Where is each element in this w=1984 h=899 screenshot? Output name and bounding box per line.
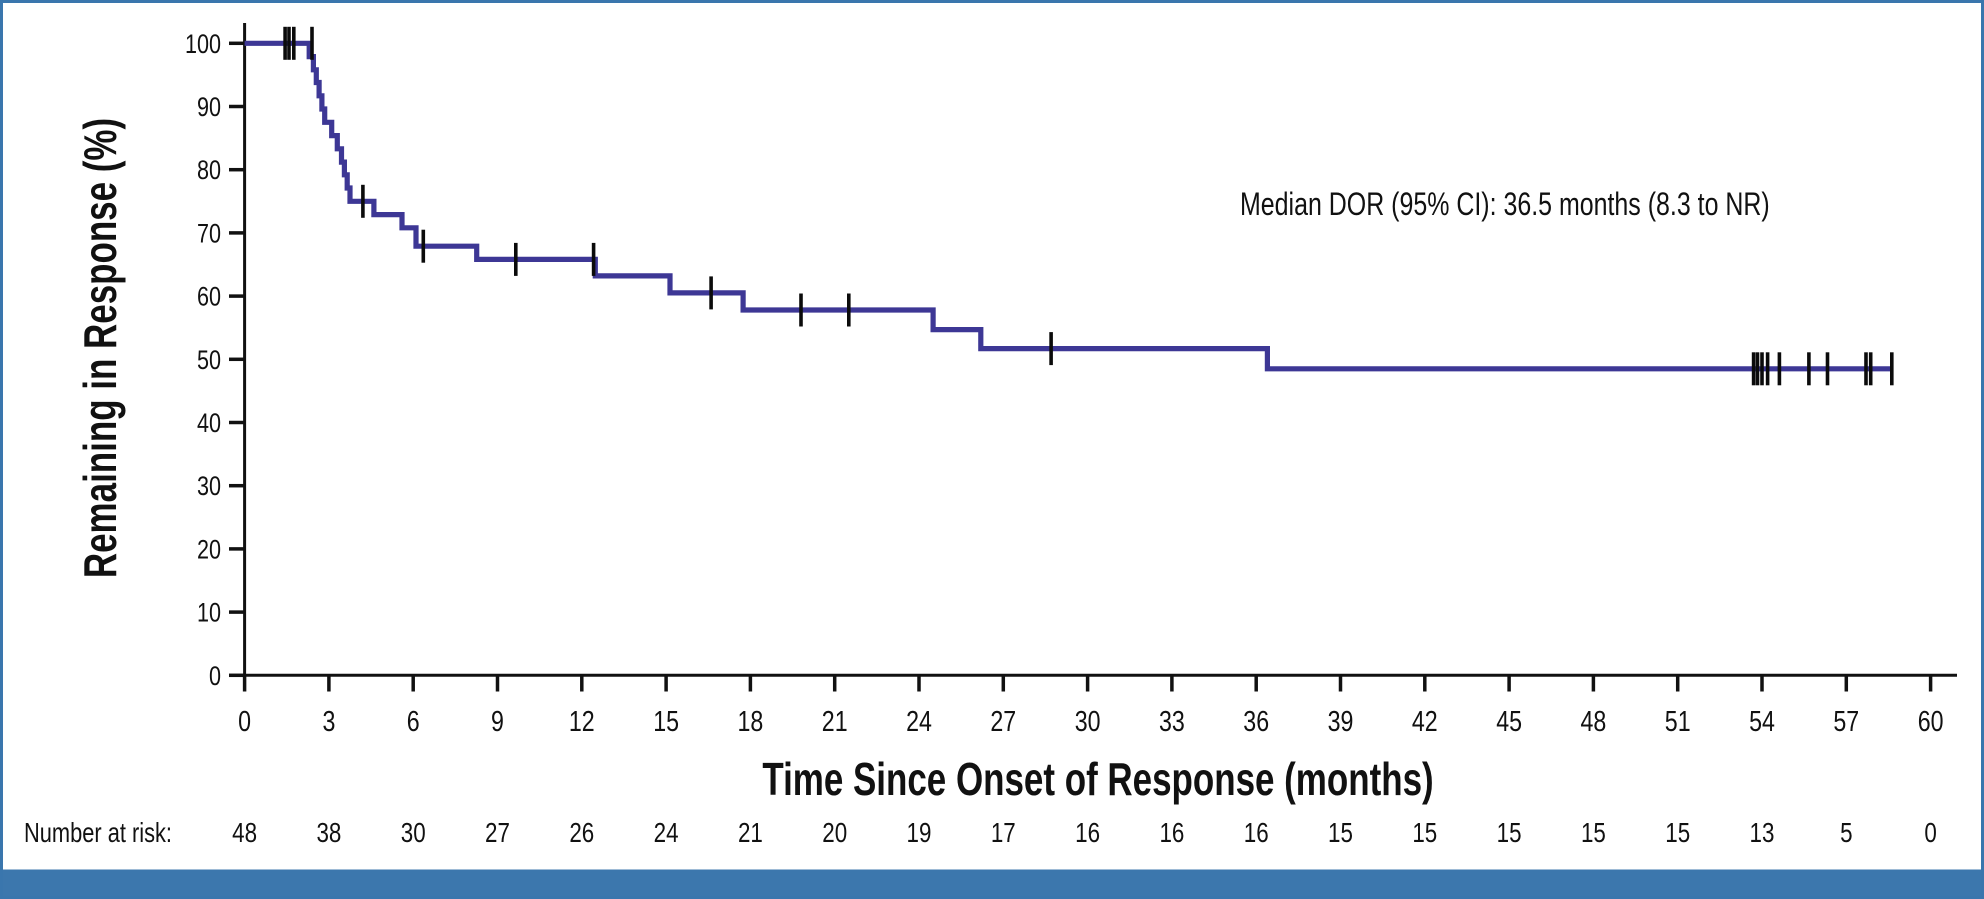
x-tick-label: 24 <box>906 704 932 737</box>
number-at-risk-row: 48 38 30 27 26 24 21 20 19 17 16 16 16 15 15 15 15 15 13 5 0 <box>232 818 1937 849</box>
x-tick-label: 21 <box>822 704 848 737</box>
median-dor-annotation: Median DOR (95% CI): 36.5 months (8.3 to… <box>1240 187 1770 223</box>
x-ticks: 0 3 6 9 12 15 18 21 24 27 30 33 36 39 42 45 48 51 54 57 60 <box>238 675 1944 738</box>
x-tick-label: 48 <box>1581 704 1607 737</box>
risk-value: 15 <box>1497 818 1522 849</box>
censor-layer <box>283 26 1894 386</box>
x-tick-label: 3 <box>322 704 335 737</box>
risk-value: 20 <box>822 818 847 849</box>
x-tick-label: 33 <box>1159 704 1185 737</box>
x-tick-label: 42 <box>1412 704 1438 737</box>
y-tick-label: 50 <box>197 346 221 376</box>
axes-layer <box>243 23 1957 677</box>
risk-value: 16 <box>1244 818 1269 849</box>
x-tick-label: 30 <box>1075 704 1101 737</box>
bottom-accent-bar <box>0 869 1984 899</box>
x-tick-label: 9 <box>491 704 504 737</box>
x-tick-label: 36 <box>1243 704 1269 737</box>
y-tick-label: 0 <box>209 662 221 692</box>
x-tick-label: 57 <box>1833 704 1859 737</box>
risk-value: 24 <box>654 818 679 849</box>
y-tick-label: 40 <box>197 409 221 439</box>
x-tick-label: 51 <box>1665 704 1691 737</box>
x-tick-label: 0 <box>238 704 251 737</box>
risk-value: 48 <box>232 818 257 849</box>
y-tick-label: 70 <box>197 219 221 249</box>
y-tick-label: 90 <box>197 93 221 123</box>
risk-value: 15 <box>1412 818 1437 849</box>
risk-value: 15 <box>1581 818 1606 849</box>
y-tick-label: 60 <box>197 282 221 312</box>
x-tick-label: 45 <box>1496 704 1522 737</box>
risk-value: 16 <box>1159 818 1184 849</box>
x-tick-label: 18 <box>738 704 764 737</box>
y-tick-label: 20 <box>197 535 221 565</box>
risk-value: 30 <box>401 818 426 849</box>
y-axis-title: Remaining in Response (%) <box>74 118 126 578</box>
risk-value: 21 <box>738 818 763 849</box>
number-at-risk-label: Number at risk: <box>24 817 172 848</box>
y-tick-label: 80 <box>197 156 221 186</box>
x-tick-label: 27 <box>990 704 1016 737</box>
risk-value: 15 <box>1328 818 1353 849</box>
risk-value: 5 <box>1840 818 1852 849</box>
x-tick-label: 15 <box>653 704 679 737</box>
y-tick-label: 10 <box>197 598 221 628</box>
x-axis-title: Time Since Onset of Response (months) <box>762 753 1433 805</box>
x-tick-label: 60 <box>1918 704 1944 737</box>
x-tick-label: 6 <box>407 704 420 737</box>
risk-value: 19 <box>907 818 932 849</box>
curve-layer <box>244 40 1893 372</box>
km-curve <box>244 40 1893 372</box>
risk-value: 0 <box>1924 818 1936 849</box>
risk-value: 26 <box>569 818 594 849</box>
x-tick-label: 39 <box>1328 704 1354 737</box>
risk-value: 16 <box>1075 818 1100 849</box>
risk-value: 27 <box>485 818 510 849</box>
risk-value: 13 <box>1750 818 1775 849</box>
x-tick-label: 12 <box>569 704 595 737</box>
risk-value: 38 <box>316 818 341 849</box>
y-tick-label: 100 <box>185 30 221 60</box>
y-tick-label: 30 <box>197 472 221 502</box>
y-ticks: 0 10 20 30 40 50 60 70 80 90 100 <box>185 30 245 692</box>
x-tick-label: 54 <box>1749 704 1775 737</box>
risk-value: 17 <box>991 818 1016 849</box>
risk-value: 15 <box>1665 818 1690 849</box>
